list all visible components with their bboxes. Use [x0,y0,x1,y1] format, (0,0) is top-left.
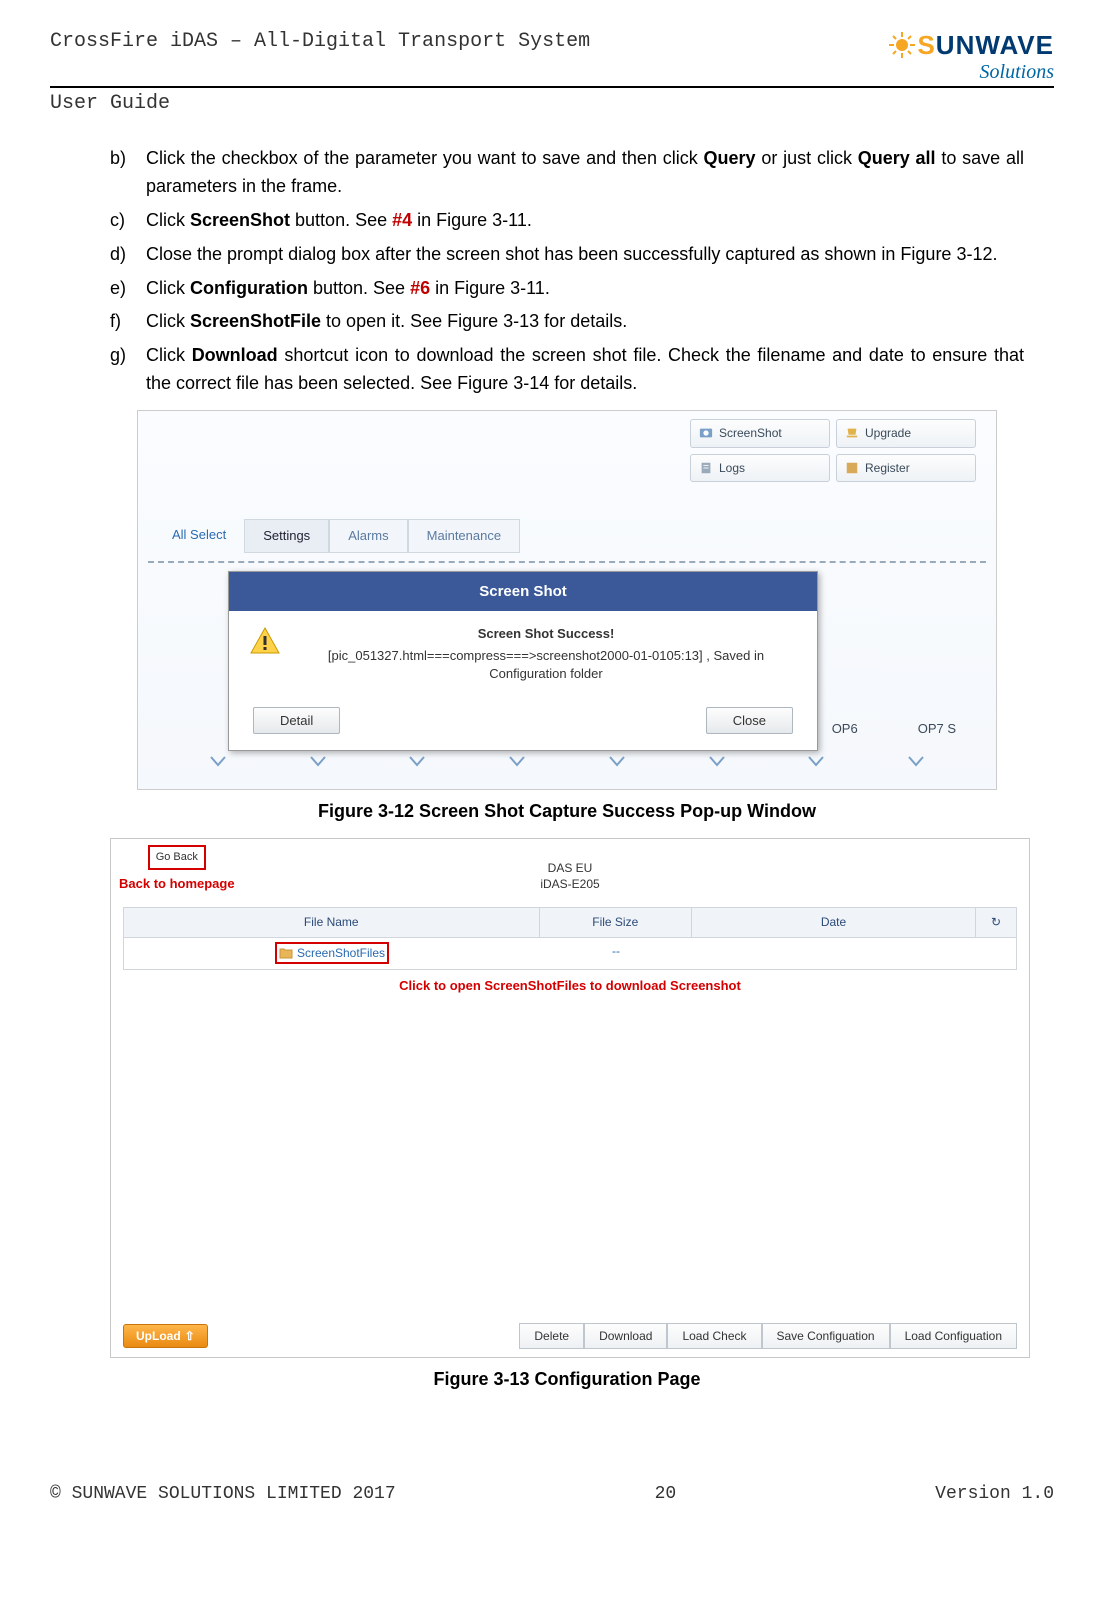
table-row[interactable]: ScreenShotFiles -- [123,938,1017,970]
go-back-button[interactable]: Go Back [148,845,206,870]
figure-3-13: Go Back Back to homepage DAS EU iDAS-E20… [110,838,1030,1358]
register-button[interactable]: Register [836,454,976,483]
table-header: File Name File Size Date ↻ [123,907,1017,938]
footer-page: 20 [655,1484,677,1504]
footer-copyright: © SUNWAVE SOLUTIONS LIMITED 2017 [50,1484,396,1504]
col-filename: File Name [124,908,540,937]
step-c: c) Click ScreenShot button. See #4 in Fi… [110,207,1024,235]
screenshot-button[interactable]: ScreenShot [690,419,830,448]
figure-3-12: ScreenShot Upgrade Logs Register All Sel… [137,410,997,790]
step-d: d) Close the prompt dialog box after the… [110,241,1024,269]
loadcheck-button[interactable]: Load Check [667,1323,761,1349]
tab-maintenance[interactable]: Maintenance [408,519,520,553]
doc-title: CrossFire iDAS – All-Digital Transport S… [50,30,590,53]
dialog-title: Screen Shot [229,572,817,611]
dialog-detail-text: [pic_051327.html===compress===>screensho… [295,647,797,683]
upgrade-button[interactable]: Upgrade [836,419,976,448]
dialog-success-text: Screen Shot Success! [295,625,797,643]
screenshotfiles-link[interactable]: ScreenShotFiles [297,944,385,963]
col-date: Date [692,908,976,937]
figure-3-12-caption: Figure 3-12 Screen Shot Capture Success … [110,798,1024,826]
screenshot-success-dialog: Screen Shot Screen Shot Success! [pic_05… [228,571,818,751]
detail-button[interactable]: Detail [253,707,340,734]
upload-button[interactable]: UpLoad⇧ [123,1324,208,1348]
bg-op7-label: OP7 S [918,719,956,739]
doc-subtitle: User Guide [50,92,1054,115]
close-button[interactable]: Close [706,707,793,734]
tab-all-select[interactable]: All Select [154,519,244,553]
tab-alarms[interactable]: Alarms [329,519,407,553]
folder-icon [279,947,293,959]
step-f: f) Click ScreenShotFile to open it. See … [110,308,1024,336]
figure-3-13-caption: Figure 3-13 Configuration Page [110,1366,1024,1394]
logs-button[interactable]: Logs [690,454,830,483]
logo: SUNWAVE Solutions [889,30,1054,84]
tab-settings[interactable]: Settings [244,519,329,553]
step-g: g) Click Download shortcut icon to downl… [110,342,1024,398]
step-e: e) Click Configuration button. See #6 in… [110,275,1024,303]
refresh-icon[interactable]: ↻ [976,908,1016,937]
warning-icon [249,625,281,657]
savecfg-button[interactable]: Save Configuation [762,1323,890,1349]
step-b: b) Click the checkbox of the parameter y… [110,145,1024,201]
device-title: DAS EU iDAS-E205 [540,861,599,892]
bg-op6-label: OP6 [832,719,858,739]
click-note: Click to open ScreenShotFiles to downloa… [123,976,1017,996]
col-filesize: File Size [540,908,693,937]
footer-version: Version 1.0 [935,1484,1054,1504]
delete-button[interactable]: Delete [519,1323,584,1349]
back-note: Back to homepage [119,874,235,894]
loadcfg-button[interactable]: Load Configuation [890,1323,1017,1349]
download-button[interactable]: Download [584,1323,667,1349]
